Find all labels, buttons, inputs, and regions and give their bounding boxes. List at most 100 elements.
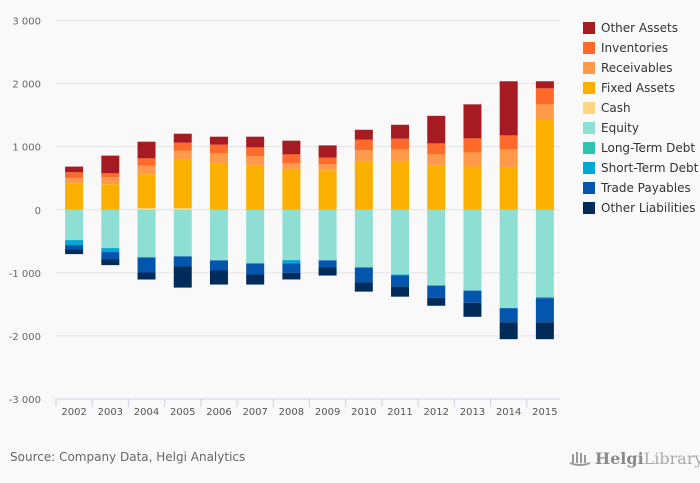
legend-item[interactable]: Equity (583, 118, 698, 138)
bar-segment-trade-payables (354, 267, 373, 283)
bar-segment-other-assets (282, 140, 301, 155)
bar-segment-inventories (65, 172, 84, 179)
bar-segment-inventories (282, 154, 301, 164)
bar-segment-receivables (65, 178, 84, 184)
bar-segment-inventories (463, 138, 482, 153)
bar-segment-inventories (535, 88, 554, 105)
bar-segment-trade-payables (246, 263, 265, 275)
bar-segment-equity (427, 209, 446, 286)
legend-item[interactable]: Receivables (583, 58, 698, 78)
legend-swatch (583, 22, 595, 34)
bar-segment-trade-payables (463, 290, 482, 303)
bar-segment-other-liabilities (499, 322, 518, 340)
bar-segment-short-term-debt (65, 240, 84, 246)
x-tick-label: 2008 (279, 407, 304, 418)
legend-swatch (583, 182, 595, 194)
bar-segment-fixed-assets (65, 183, 84, 210)
y-axis-ticks: 3 000 2 000 1 000 0 -1 000 -2 000 -3 000 (9, 17, 41, 407)
legend-label: Short-Term Debt (601, 161, 699, 175)
legend-label: Trade Payables (601, 181, 691, 195)
logo-light: Library. (643, 449, 700, 468)
bar-segment-equity (535, 209, 554, 298)
bar-segment-fixed-assets (173, 159, 192, 209)
bar-segment-other-liabilities (137, 272, 156, 280)
y-tick-label: -3 000 (9, 395, 41, 406)
bar-segment-receivables (101, 177, 120, 185)
bar-segment-equity (282, 209, 301, 261)
bar-segment-short-term-debt (282, 260, 301, 264)
bar-segment-receivables (173, 150, 192, 160)
x-tick-label: 2003 (98, 407, 123, 418)
legend-label: Receivables (601, 61, 673, 75)
bar-segment-equity (246, 209, 265, 264)
bar-segment-receivables (499, 149, 518, 168)
bar-segment-short-term-debt (535, 297, 554, 299)
bar-segment-short-term-debt (391, 274, 410, 276)
y-tick-label: -1 000 (9, 269, 41, 280)
bar-segment-trade-payables (173, 256, 192, 267)
bar-segment-other-assets (499, 81, 518, 136)
legend-label: Inventories (601, 41, 669, 55)
bar-segment-other-assets (137, 141, 156, 159)
bar-segment-trade-payables (535, 298, 554, 323)
bar-segment-receivables (535, 104, 554, 120)
legend-item[interactable]: Fixed Assets (583, 78, 698, 98)
legend-swatch (583, 202, 595, 214)
bar-segment-fixed-assets (209, 163, 228, 210)
bar-segment-receivables (209, 153, 228, 164)
bar-segment-inventories (173, 142, 192, 151)
x-tick-label: 2005 (170, 407, 195, 418)
legend-swatch (583, 122, 595, 134)
bar-segment-other-liabilities (282, 272, 301, 280)
bar-segment-other-assets (209, 136, 228, 145)
bar-segment-receivables (246, 156, 265, 166)
bar-segment-other-assets (391, 124, 410, 139)
bar-segment-trade-payables (101, 252, 120, 260)
x-tick-label: 2012 (424, 407, 449, 418)
x-tick-label: 2014 (496, 407, 521, 418)
legend-item[interactable]: Trade Payables (583, 178, 698, 198)
bars (65, 81, 554, 340)
bar-segment-inventories (101, 173, 120, 178)
legend-label: Long-Term Debt (601, 141, 696, 155)
bar-segment-inventories (209, 144, 228, 154)
bar-segment-inventories (137, 158, 156, 166)
x-tick-label: 2011 (387, 407, 412, 418)
source-note: Source: Company Data, Helgi Analytics (10, 450, 246, 464)
bar-segment-inventories (499, 135, 518, 150)
legend-label: Fixed Assets (601, 81, 675, 95)
legend-item[interactable]: Short-Term Debt (583, 158, 698, 178)
x-tick-label: 2015 (532, 407, 557, 418)
bar-segment-equity (65, 209, 84, 241)
bar-segment-fixed-assets (101, 184, 120, 210)
legend-item[interactable]: Inventories (583, 38, 698, 58)
gridlines (56, 20, 560, 337)
bar-segment-other-liabilities (427, 297, 446, 306)
library-logo-icon (569, 451, 591, 466)
bar-segment-cash (137, 208, 156, 210)
bar-segment-fixed-assets (391, 161, 410, 210)
bar-segment-trade-payables (65, 245, 84, 250)
bar-segment-other-liabilities (391, 286, 410, 297)
legend-item[interactable]: Long-Term Debt (583, 138, 698, 158)
legend-item[interactable]: Cash (583, 98, 698, 118)
x-tick-label: 2010 (351, 407, 376, 418)
bar-segment-trade-payables (282, 263, 301, 273)
bar-segment-other-liabilities (535, 322, 554, 340)
bar-segment-other-assets (354, 129, 373, 140)
legend-swatch (583, 162, 595, 174)
bar-segment-other-assets (246, 136, 265, 148)
legend-item[interactable]: Other Liabilities (583, 198, 698, 218)
legend-item[interactable]: Other Assets (583, 18, 698, 38)
bar-segment-receivables (463, 152, 482, 167)
bar-segment-inventories (318, 157, 337, 165)
bar-segment-equity (137, 209, 156, 258)
bar-segment-other-liabilities (354, 282, 373, 292)
bar-segment-receivables (282, 163, 301, 170)
bar-segment-other-assets (535, 81, 554, 89)
x-tick-label: 2006 (206, 407, 231, 418)
bar-segment-receivables (354, 150, 373, 162)
bar-segment-equity (173, 209, 192, 257)
bar-segment-equity (391, 209, 410, 275)
